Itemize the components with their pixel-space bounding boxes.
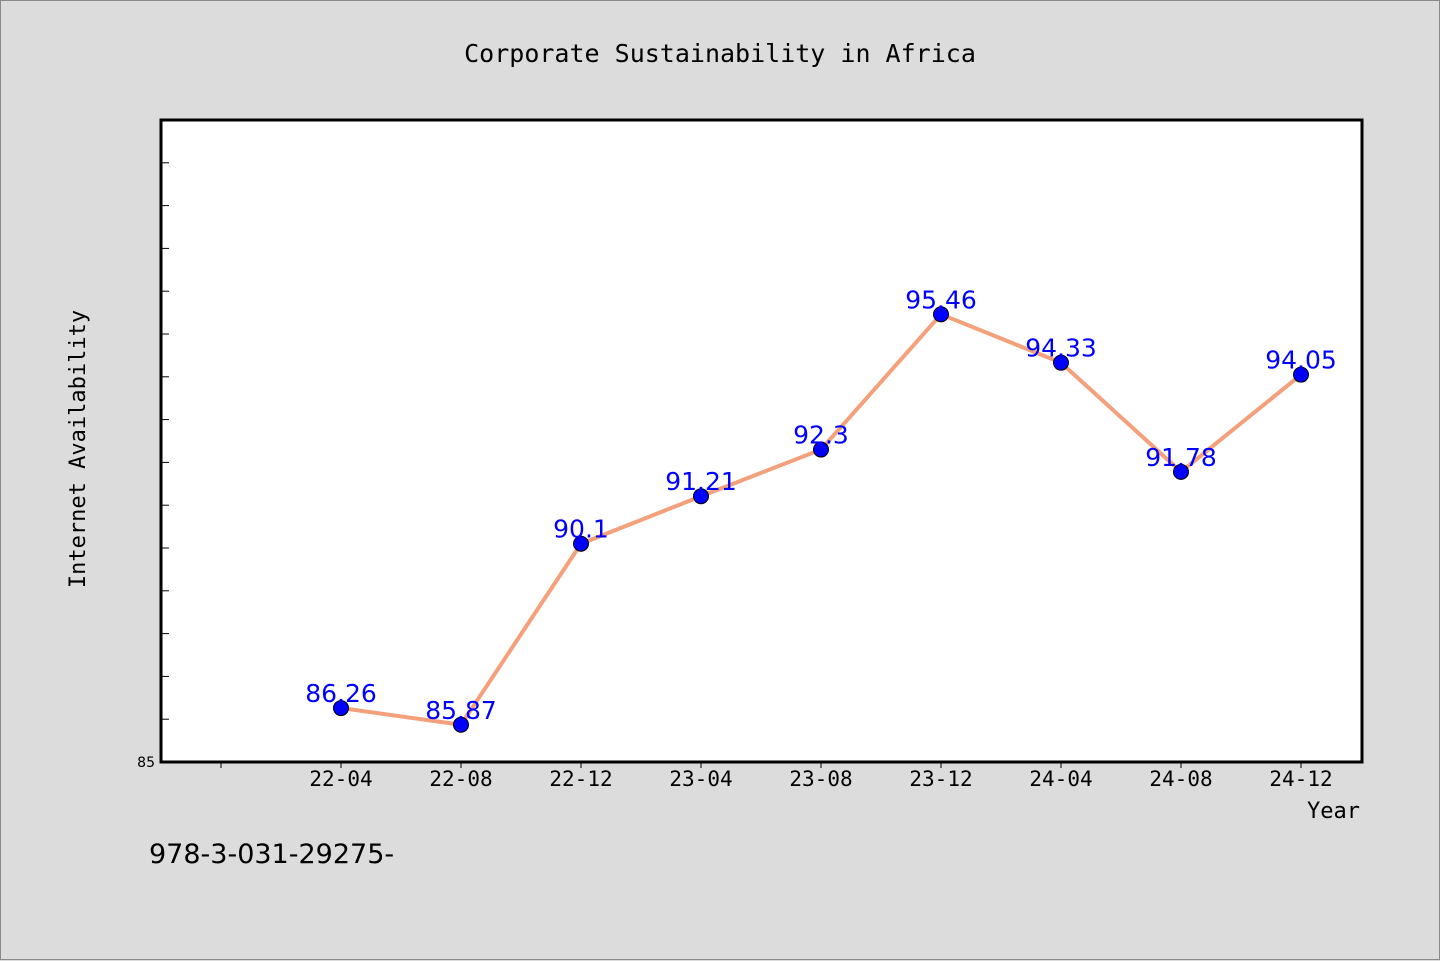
series-layer: 86.26 85.87 90.1 91.21 92.3 95.46 94.33 91.78 94… xyxy=(305,285,1337,733)
x-tick-label: 24-12 xyxy=(1269,767,1332,791)
data-point xyxy=(813,441,829,458)
data-point xyxy=(1053,354,1069,371)
isbn-footer: 978-3-031-29275- xyxy=(149,839,394,870)
data-point xyxy=(1293,366,1309,383)
x-tick-label: 24-04 xyxy=(1029,767,1092,791)
y-axis-ticks: 85 xyxy=(137,162,169,771)
x-tick-label: 23-12 xyxy=(909,767,972,791)
data-label: 94.33 xyxy=(1025,334,1097,363)
data-label: 91.78 xyxy=(1145,443,1217,472)
x-tick-label: 23-04 xyxy=(669,767,732,791)
x-tick-label: 22-04 xyxy=(309,767,372,791)
y-tick-label: 85 xyxy=(137,755,155,771)
data-point xyxy=(933,306,949,323)
chart-title: Corporate Sustainability in Africa xyxy=(464,39,976,68)
data-label: 94.05 xyxy=(1265,346,1337,375)
x-tick-label: 22-12 xyxy=(549,767,612,791)
data-label: 95.46 xyxy=(905,285,977,314)
data-point xyxy=(573,535,589,552)
x-tick-label: 23-08 xyxy=(789,767,852,791)
x-axis-label: Year xyxy=(1307,799,1360,824)
y-axis-label: Internet Availability xyxy=(66,310,91,588)
data-label: 86.26 xyxy=(305,679,377,708)
data-label: 91.21 xyxy=(665,467,737,496)
plot-area xyxy=(159,118,1364,764)
data-label: 90.1 xyxy=(553,515,609,544)
data-point xyxy=(333,700,349,717)
x-tick-label: 22-08 xyxy=(429,767,492,791)
x-axis-ticks: 22-04 22-08 22-12 23-04 23-08 23-12 24-04 24-08… xyxy=(220,762,1333,791)
data-point xyxy=(453,716,469,733)
data-label: 92.3 xyxy=(793,421,849,450)
x-tick-label: 24-08 xyxy=(1149,767,1212,791)
data-label: 85.87 xyxy=(425,696,497,725)
data-point xyxy=(1173,463,1189,480)
data-point xyxy=(693,488,709,505)
